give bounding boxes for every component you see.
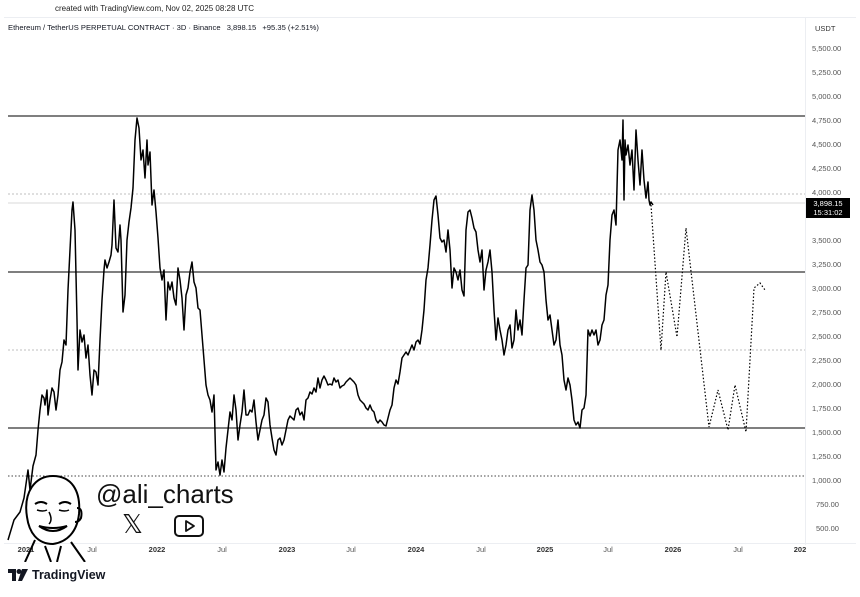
y-tick: 1,500.00 bbox=[812, 428, 842, 437]
x-tick: 2022 bbox=[148, 545, 166, 554]
y-tick: 5,250.00 bbox=[812, 68, 842, 77]
y-tick: 1,250.00 bbox=[812, 452, 842, 461]
x-tick: Jul bbox=[603, 545, 613, 554]
x-tick: 202 bbox=[793, 545, 807, 554]
youtube-play-icon bbox=[174, 515, 204, 537]
y-tick: 2,250.00 bbox=[812, 356, 842, 365]
tradingview-brand[interactable]: TradingView bbox=[8, 568, 105, 582]
y-tick: 4,250.00 bbox=[812, 164, 842, 173]
avatar-caricature-icon bbox=[24, 474, 86, 562]
y-tick: 2,750.00 bbox=[812, 308, 842, 317]
y-tick: 750.00 bbox=[816, 500, 839, 509]
bar-countdown: 15:31:02 bbox=[813, 208, 843, 217]
price-axis[interactable] bbox=[805, 17, 857, 545]
x-tick: Jul bbox=[87, 545, 97, 554]
tradingview-logo-icon bbox=[8, 569, 28, 581]
y-tick: 1,000.00 bbox=[812, 476, 842, 485]
last-price: 3,898.15 bbox=[226, 23, 257, 32]
x-tick: 2026 bbox=[664, 545, 682, 554]
horizontal-levels bbox=[8, 115, 805, 477]
price-change: +95.35 (+2.51%) bbox=[262, 23, 319, 32]
x-tick: Jul bbox=[217, 545, 227, 554]
x-tick: 2025 bbox=[536, 545, 554, 554]
y-tick: 1,750.00 bbox=[812, 404, 842, 413]
x-tick: 2023 bbox=[278, 545, 296, 554]
y-tick: 3,000.00 bbox=[812, 284, 842, 293]
y-tick: 4,750.00 bbox=[812, 116, 842, 125]
y-tick: 2,000.00 bbox=[812, 380, 842, 389]
price-line bbox=[7, 117, 654, 541]
price-unit: USDT bbox=[815, 24, 836, 33]
x-tick: 2021 bbox=[17, 545, 35, 554]
y-tick: 500.00 bbox=[816, 524, 839, 533]
x-tick: 2024 bbox=[407, 545, 425, 554]
x-logo-icon: 𝕏 bbox=[122, 509, 143, 539]
y-tick: 5,000.00 bbox=[812, 92, 842, 101]
projection-path bbox=[650, 204, 766, 433]
y-tick: 5,500.00 bbox=[812, 44, 842, 53]
tradingview-wordmark: TradingView bbox=[32, 568, 106, 582]
x-tick: Jul bbox=[476, 545, 486, 554]
symbol-title[interactable]: Ethereum / TetherUS PERPETUAL CONTRACT ·… bbox=[8, 23, 221, 32]
x-tick: Jul bbox=[733, 545, 743, 554]
author-handle: @ali_charts bbox=[96, 479, 234, 509]
x-tick: Jul bbox=[346, 545, 356, 554]
y-tick: 3,250.00 bbox=[812, 260, 842, 269]
time-axis[interactable] bbox=[4, 543, 856, 562]
created-with-caption: created with TradingView.com, Nov 02, 20… bbox=[55, 4, 255, 13]
y-tick: 2,500.00 bbox=[812, 332, 842, 341]
current-price-label: 3,898.15 bbox=[813, 199, 843, 208]
chart-frame bbox=[4, 17, 856, 562]
y-tick: 4,000.00 bbox=[812, 188, 842, 197]
symbol-legend: Ethereum / TetherUS PERPETUAL CONTRACT ·… bbox=[8, 23, 323, 32]
y-tick: 4,500.00 bbox=[812, 140, 842, 149]
y-tick: 3,500.00 bbox=[812, 236, 842, 245]
current-price-badge: 3,898.15 15:31:02 bbox=[806, 198, 850, 218]
